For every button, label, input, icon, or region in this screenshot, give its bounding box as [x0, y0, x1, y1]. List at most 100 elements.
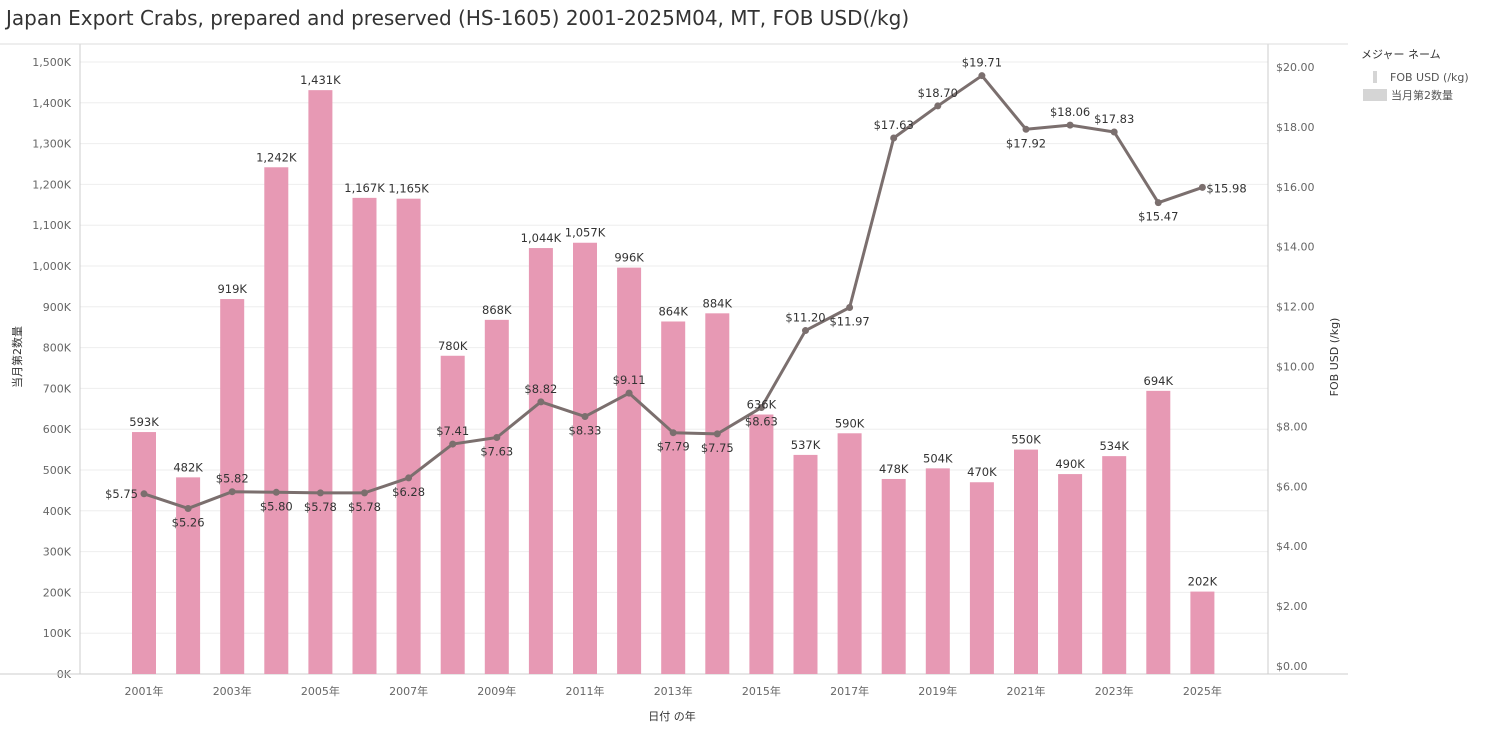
bar-data-label: 1,242K: [256, 150, 297, 164]
line-data-label: $5.82: [216, 472, 249, 486]
y-tick-label: 800K: [43, 342, 72, 355]
y2-tick-label: $0.00: [1276, 660, 1308, 673]
y-tick-label: 1,300K: [32, 138, 71, 151]
line-data-label: $18.06: [1050, 105, 1090, 119]
bar-data-label: 694K: [1144, 374, 1174, 388]
bar-data-label: 868K: [482, 303, 512, 317]
bar-data-label: 470K: [967, 465, 997, 479]
bar: [1146, 390, 1171, 674]
y2-tick-label: $14.00: [1276, 241, 1315, 254]
y-tick-label: 1,000K: [32, 260, 71, 273]
x-tick-label: 2023年: [1095, 684, 1134, 698]
line-data-label: $6.28: [392, 485, 425, 499]
line-data-label: $5.26: [172, 515, 205, 529]
line-data-label: $11.20: [785, 311, 825, 325]
line-data-label: $7.79: [657, 440, 690, 454]
bar: [352, 197, 377, 674]
bar-data-label: 537K: [791, 438, 821, 452]
y2-tick-label: $8.00: [1276, 420, 1308, 433]
fob-point: [625, 389, 633, 397]
y-tick-label: 300K: [43, 546, 72, 559]
legend-item-fob[interactable]: FOB USD (/kg): [1361, 68, 1469, 86]
fob-point: [405, 474, 413, 482]
y-tick-label: 200K: [43, 586, 72, 599]
legend-swatch-line: [1373, 71, 1377, 83]
bar-data-label: 1,057K: [565, 226, 606, 240]
y-tick-label: 100K: [43, 627, 72, 640]
bar: [1190, 591, 1215, 674]
line-data-label: $11.97: [829, 314, 869, 328]
line-data-label: $8.63: [745, 415, 778, 429]
bar-data-label: 504K: [923, 451, 953, 465]
fob-point: [493, 433, 501, 441]
x-tick-label: 2019年: [918, 684, 957, 698]
y2-tick-label: $16.00: [1276, 181, 1315, 194]
y2-axis-title: FOB USD (/kg): [1328, 318, 1341, 397]
y-tick-label: 1,400K: [32, 97, 71, 110]
line-data-label: $15.47: [1138, 210, 1178, 224]
y2-tick-label: $10.00: [1276, 361, 1315, 374]
fob-point: [316, 489, 324, 497]
fob-point: [140, 490, 148, 498]
bar: [573, 242, 597, 674]
fob-point: [978, 72, 986, 80]
bar: [440, 355, 465, 674]
y-tick-label: 1,500K: [32, 56, 71, 69]
line-data-label: $18.70: [918, 86, 958, 100]
legend-label-quantity: 当月第2数量: [1391, 89, 1453, 102]
line-data-label: $19.71: [962, 56, 1002, 70]
x-tick-label: 2017年: [830, 684, 869, 698]
bar: [837, 433, 862, 674]
bar-data-label: 202K: [1188, 575, 1218, 589]
bar: [881, 478, 906, 674]
x-tick-label: 2025年: [1183, 684, 1222, 698]
y2-tick-label: $18.00: [1276, 121, 1315, 134]
bar-data-label: 482K: [173, 460, 203, 474]
bar: [793, 454, 818, 674]
y-tick-label: 700K: [43, 382, 72, 395]
fob-point: [272, 488, 280, 496]
x-tick-label: 2007年: [389, 684, 428, 698]
y-tick-label: 1,100K: [32, 219, 71, 232]
legend[interactable]: メジャー ネーム FOB USD (/kg) 当月第2数量: [1361, 46, 1469, 104]
bar: [617, 267, 642, 674]
line-data-label: $7.41: [436, 424, 469, 438]
x-tick-label: 2011年: [566, 684, 605, 698]
bar-data-label: 478K: [879, 462, 909, 476]
fob-point: [757, 404, 765, 412]
bar-data-label: 636K: [747, 398, 777, 412]
fob-point: [228, 488, 236, 496]
bar: [308, 90, 333, 675]
bar-data-label: 1,431K: [300, 73, 341, 87]
x-tick-label: 2009年: [477, 684, 516, 698]
y-tick-label: 400K: [43, 505, 72, 518]
x-tick-label: 2005年: [301, 684, 340, 698]
bar: [396, 198, 421, 674]
fob-point: [846, 303, 854, 311]
line-data-label: $5.75: [105, 487, 138, 501]
fob-point: [934, 102, 942, 110]
line-data-label: $8.33: [569, 424, 602, 438]
x-axis-title: 日付 の年: [648, 709, 696, 723]
bar-data-label: 490K: [1055, 457, 1085, 471]
line-data-label: $17.83: [1094, 112, 1134, 126]
bar: [1102, 456, 1127, 674]
legend-item-quantity[interactable]: 当月第2数量: [1361, 86, 1469, 104]
line-data-label: $5.78: [348, 500, 381, 514]
chart-title: Japan Export Crabs, prepared and preserv…: [6, 6, 910, 30]
fob-point: [1154, 199, 1162, 207]
fob-point: [802, 327, 809, 335]
y-tick-label: 900K: [43, 301, 72, 314]
y2-tick-label: $6.00: [1276, 480, 1308, 493]
x-tick-label: 2001年: [125, 684, 164, 698]
fob-point: [184, 504, 192, 512]
bar: [528, 248, 553, 674]
y2-tick-label: $2.00: [1276, 600, 1308, 613]
line-data-label: $9.11: [613, 373, 646, 387]
bar: [264, 167, 289, 674]
line-data-label: $7.75: [701, 441, 734, 455]
x-tick-label: 2021年: [1007, 684, 1046, 698]
fob-point: [581, 413, 589, 421]
line-data-label: $17.63: [874, 118, 914, 132]
line-data-label: $7.63: [480, 444, 513, 458]
